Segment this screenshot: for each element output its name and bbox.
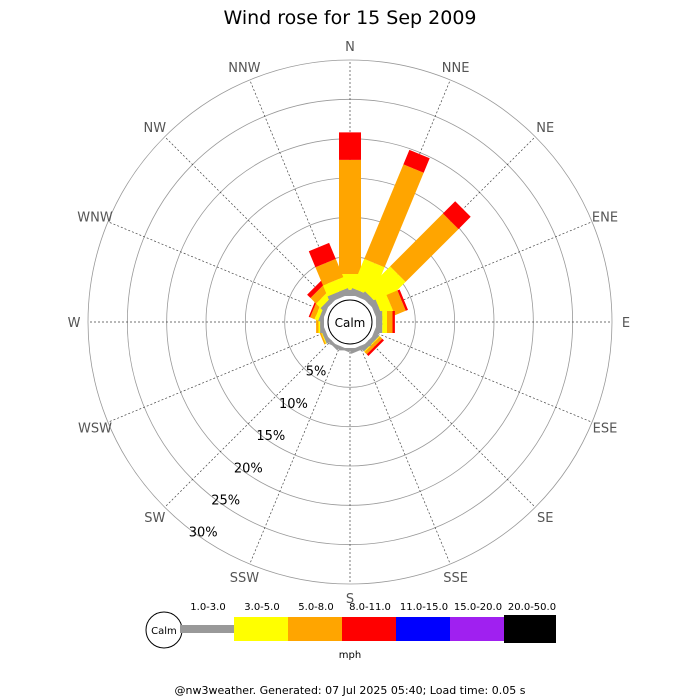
- grid-spoke: [249, 345, 341, 565]
- direction-label-n: N: [345, 40, 355, 55]
- legend-swatch-11.0-15.0: [396, 617, 450, 641]
- wind-bar-e-8.0-11.0: [392, 311, 395, 333]
- wind-bar-e-3.0-5.0: [382, 311, 387, 333]
- wind-bar-nne-3.0-5.0: [352, 258, 385, 297]
- direction-label-se: SE: [537, 511, 553, 526]
- grid-spoke: [164, 136, 332, 304]
- direction-label-nnw: NNW: [228, 61, 260, 76]
- direction-label-nw: NW: [144, 121, 167, 136]
- direction-label-w: W: [68, 316, 81, 331]
- percent-label: 25%: [211, 494, 240, 509]
- legend-bin-label: 15.0-20.0: [454, 602, 502, 613]
- grid-spoke: [249, 79, 341, 299]
- legend-unit: mph: [339, 650, 361, 661]
- grid-spoke: [368, 340, 536, 508]
- direction-label-e: E: [622, 316, 630, 331]
- legend-swatch-1.0-3.0: [180, 625, 234, 633]
- direction-label-s: S: [346, 592, 354, 607]
- legend-bin-label: 3.0-5.0: [244, 602, 279, 613]
- wind-bar-nnw-3.0-5.0: [323, 277, 348, 297]
- direction-label-ene: ENE: [592, 210, 618, 225]
- direction-label-ssw: SSW: [230, 571, 260, 586]
- wind-bar-ne-5.0-8.0: [390, 213, 459, 282]
- wind-bar-ne-3.0-5.0: [365, 266, 406, 307]
- grid-spoke: [359, 345, 451, 565]
- wind-bar-se-3.0-5.0: [363, 335, 381, 353]
- wind-bar-e-5.0-8.0: [387, 311, 393, 333]
- wind-bar-nne-5.0-8.0: [364, 164, 424, 268]
- wind-bars: [307, 132, 471, 356]
- calm-label: Calm: [335, 316, 366, 330]
- legend-bin-label: 8.0-11.0: [349, 602, 391, 613]
- legend-swatch-3.0-5.0: [234, 617, 288, 641]
- direction-labels: N NNE NE ENE E ESE SE SSE S SSW SW WSW W WNW NW NNW: [68, 40, 631, 607]
- legend-calm-label: Calm: [151, 626, 177, 637]
- calm-center: Calm: [327, 299, 373, 345]
- direction-label-sw: SW: [144, 511, 165, 526]
- grid-spoke: [373, 331, 593, 423]
- percent-label: 15%: [256, 429, 285, 444]
- percent-label: 30%: [189, 526, 218, 541]
- wind-bar-se-8.0-11.0: [366, 338, 384, 356]
- grid-ring: [87, 59, 613, 585]
- speed-legend: Calm mph 1.0-3.0 3.0-5.0 5.0-8.0 8.0-11.0 11…: [145, 602, 556, 661]
- wind-bar-nnw-5.0-8.0: [315, 258, 344, 286]
- wind-bar-nne-8.0-11.0: [403, 149, 430, 173]
- grid-spoke: [164, 340, 332, 508]
- direction-label-ne: NE: [536, 121, 554, 136]
- legend-swatch-20.0-50.0: [504, 615, 556, 643]
- grid-spoke: [107, 331, 327, 423]
- legend-swatch-5.0-8.0: [288, 617, 342, 641]
- wind-bar-n-8.0-11.0: [339, 132, 361, 160]
- wind-bar-ene-5.0-8.0: [386, 290, 406, 316]
- wind-bar-nnw-8.0-11.0: [308, 242, 336, 268]
- legend-bin-label: 1.0-3.0: [190, 602, 225, 613]
- polar-grid: [87, 59, 613, 585]
- percentage-labels: 5% 10% 15% 20% 25% 30%: [189, 365, 327, 541]
- legend-bin-label: 11.0-15.0: [400, 602, 448, 613]
- percent-label: 5%: [306, 365, 327, 380]
- direction-label-wnw: WNW: [77, 210, 113, 225]
- legend-bin-label: 5.0-8.0: [298, 602, 333, 613]
- footer-text: @nw3weather. Generated: 07 Jul 2025 05:4…: [175, 684, 526, 697]
- grid-spoke: [107, 221, 327, 313]
- legend-swatch-15.0-20.0: [450, 617, 504, 641]
- wind-bar-se-5.0-8.0: [364, 336, 383, 355]
- direction-label-sse: SSE: [443, 571, 468, 586]
- wind-bar-ene-8.0-11.0: [397, 289, 408, 311]
- direction-label-nne: NNE: [442, 61, 470, 76]
- legend-bin-label: 20.0-50.0: [508, 602, 556, 613]
- direction-label-wsw: WSW: [78, 422, 112, 437]
- wind-bar-nw-8.0-11.0: [307, 279, 326, 298]
- wind-bar-n-5.0-8.0: [339, 159, 361, 274]
- percent-label: 20%: [234, 461, 263, 476]
- wind-bar-sse-1.0-3.0: [349, 341, 372, 354]
- wind-bar-ne-8.0-11.0: [442, 201, 471, 230]
- grid-spoke: [373, 221, 593, 313]
- wind-bar-nnw-1.0-3.0: [327, 288, 351, 303]
- direction-label-ese: ESE: [593, 422, 618, 437]
- calm-circle: [327, 299, 373, 345]
- chart-title: Wind rose for 15 Sep 2009: [223, 7, 476, 29]
- legend-swatch-8.0-11.0: [342, 617, 396, 641]
- percent-label: 10%: [279, 397, 308, 412]
